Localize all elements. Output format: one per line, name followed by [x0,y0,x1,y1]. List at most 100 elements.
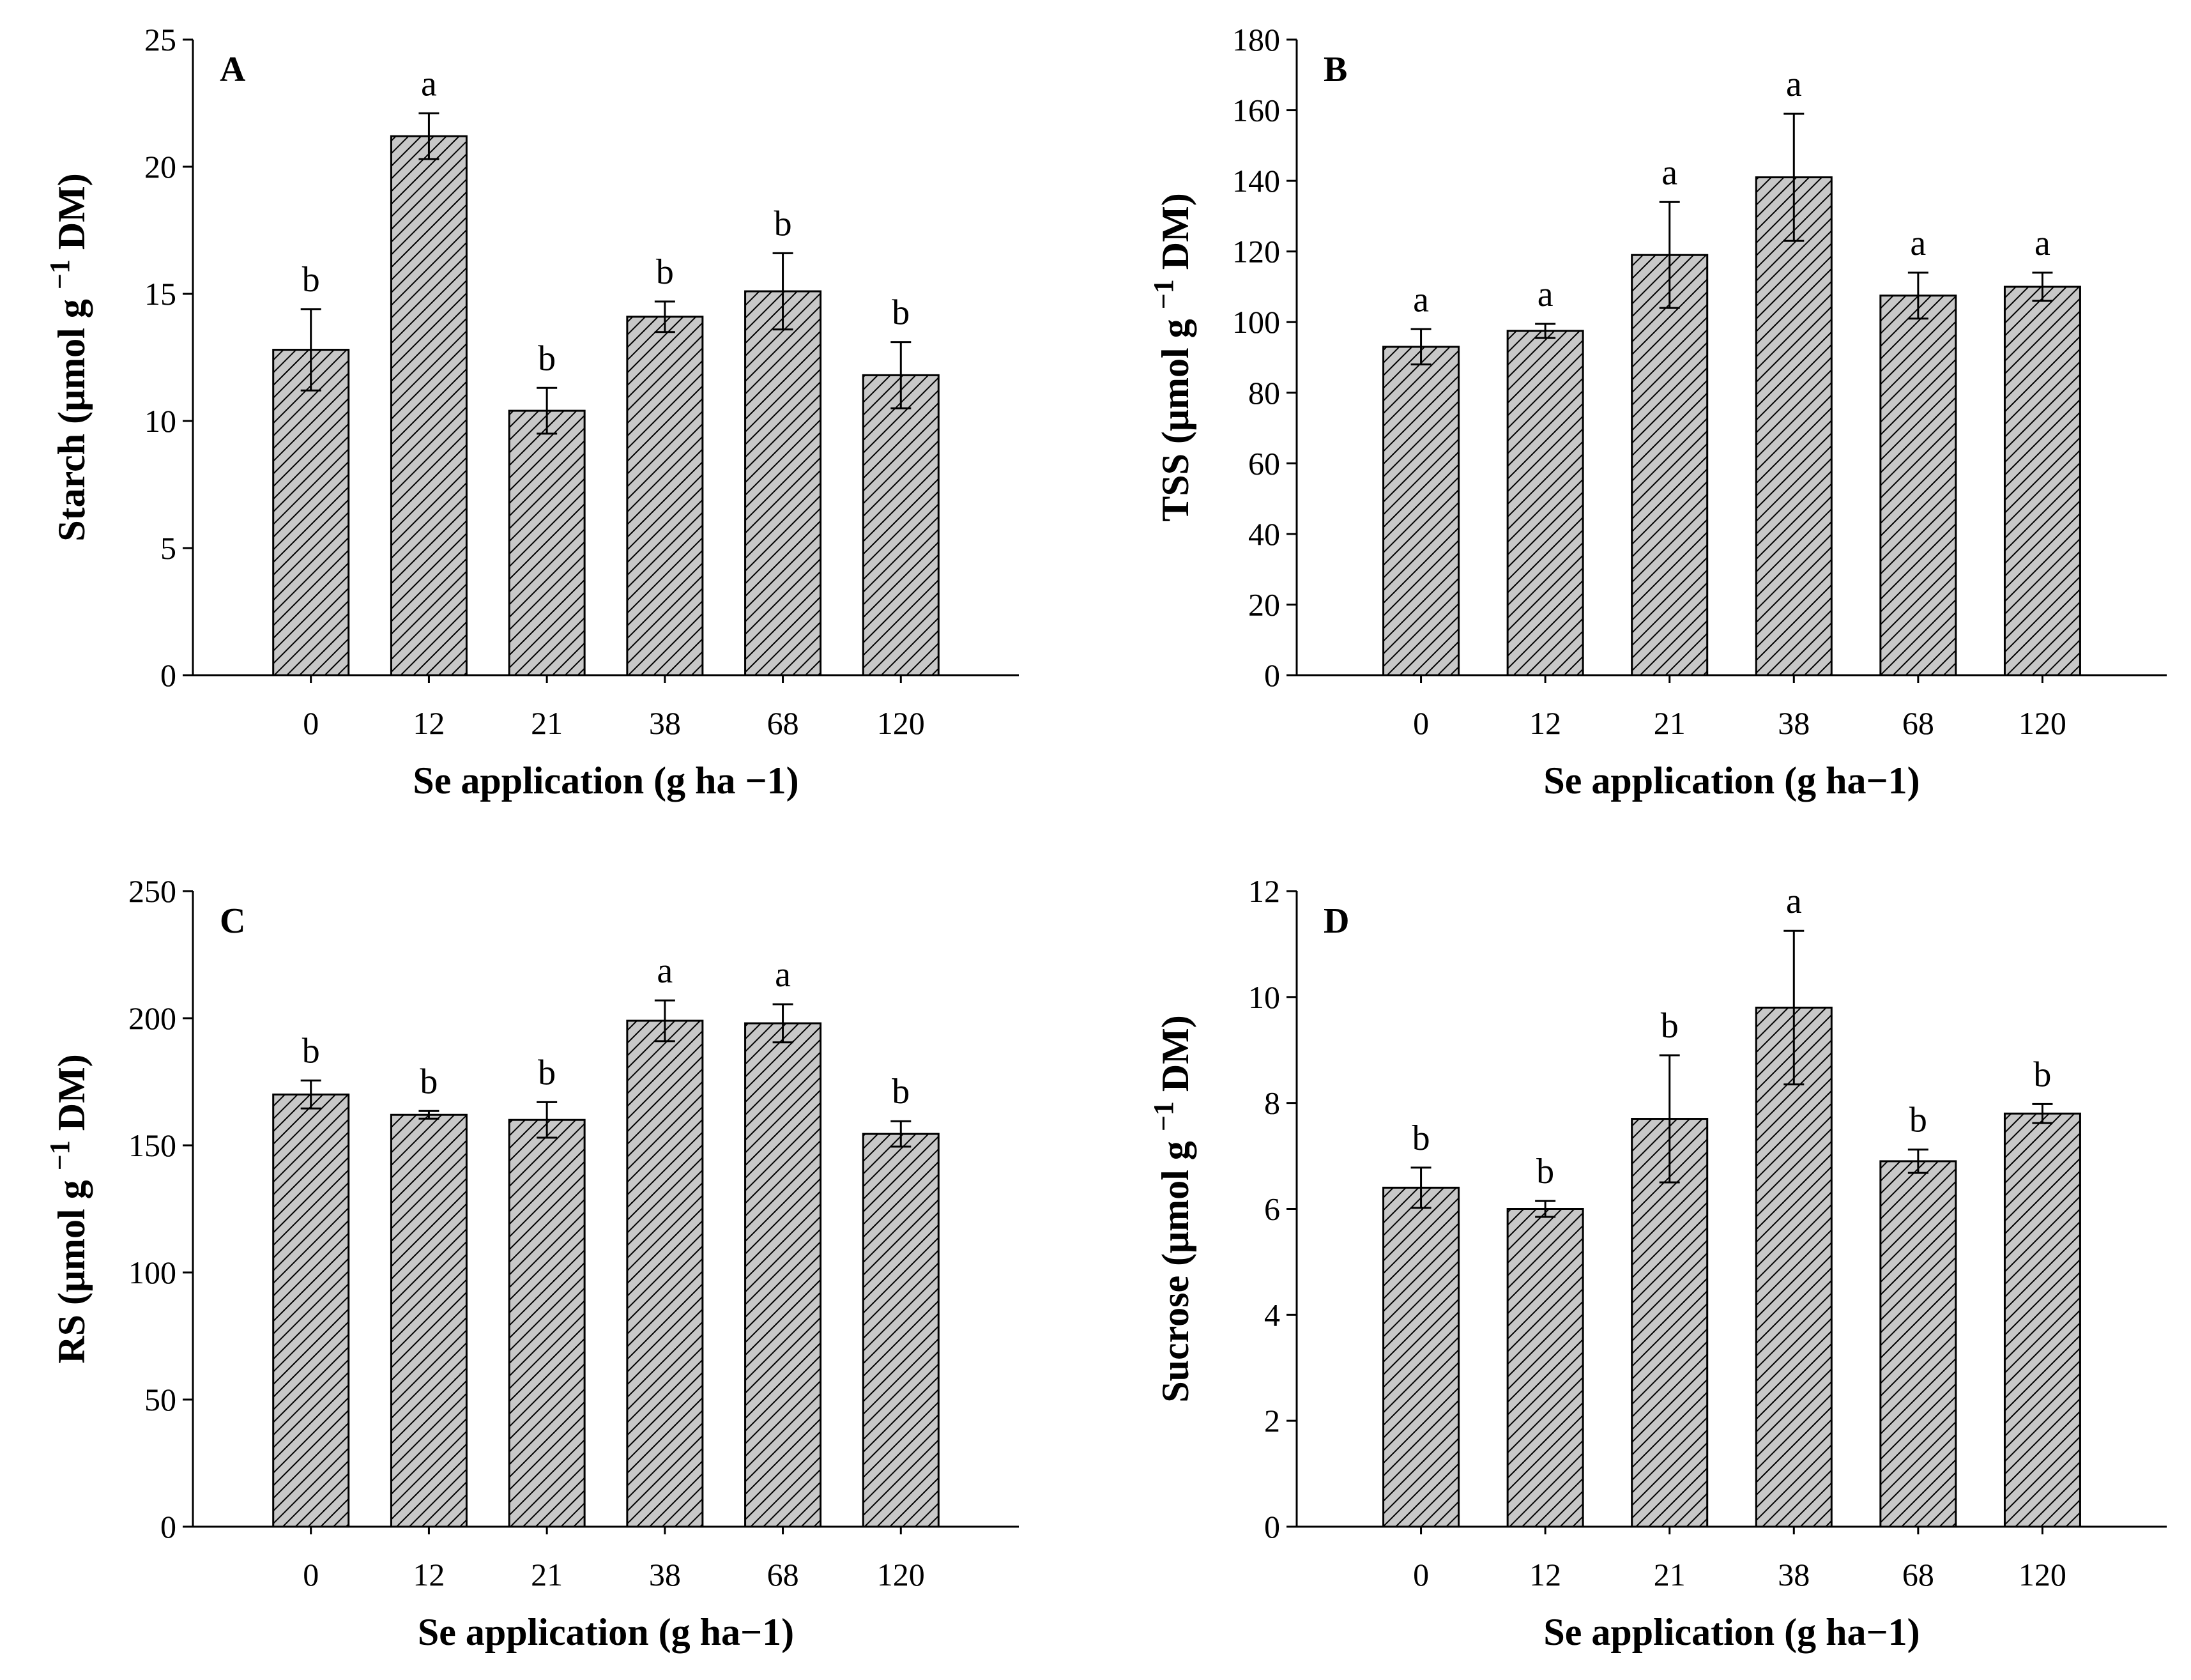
bar [862,374,940,676]
panel-letter: A [220,50,246,89]
bar [2003,286,2081,676]
bar [1382,346,1460,676]
x-tick-label: 120 [2019,1557,2066,1592]
bar [1755,1006,1833,1528]
y-tick-label: 140 [1232,163,1280,199]
y-tick-label: 60 [1248,445,1280,481]
y-tick-label: 180 [1232,22,1280,57]
significance-letter: a [1786,882,1802,921]
x-tick-label: 38 [1778,1557,1810,1592]
y-tick-label: 150 [128,1127,176,1163]
y-axis-title-superscript: −1 [1148,1101,1179,1131]
y-tick-label: 160 [1232,93,1280,128]
bar [626,316,704,676]
x-axis-title: Se application (g ha−1) [418,1611,794,1653]
bar [508,1119,586,1528]
y-axis-title: RS (μmol g −1 DM) [44,1054,93,1363]
panel-letter: D [1324,901,1349,941]
significance-letter: b [1412,1119,1430,1158]
x-tick-label: 21 [531,705,563,741]
x-axis-title: Se application (g ha −1) [413,760,798,802]
y-tick-label: 8 [1264,1085,1280,1121]
y-tick-label: 5 [160,530,176,566]
significance-letter: a [1910,224,1926,263]
x-tick-label: 38 [649,705,681,741]
x-axis-title: Se application (g ha−1) [1543,760,1920,802]
y-tick-label: 2 [1264,1403,1280,1439]
x-tick-label: 12 [1529,705,1561,741]
y-axis-title: Starch (μmol g −1 DM) [44,173,93,542]
x-axis-title: Se application (g ha−1) [1543,1611,1920,1653]
y-tick-label: 10 [1248,979,1280,1015]
x-tick-label: 21 [531,1557,563,1592]
significance-letter: a [775,955,791,995]
significance-letter: a [421,64,437,103]
x-tick-label: 0 [1413,1557,1429,1592]
x-tick-label: 12 [413,1557,445,1592]
x-tick-label: 120 [877,705,925,741]
significance-letter: b [1661,1006,1679,1046]
y-tick-label: 25 [144,22,176,57]
y-axis-title-end: DM) [50,1054,93,1140]
y-axis-title: TSS (μmol g −1 DM) [1148,193,1196,521]
y-axis-title-main: Starch (μmol g [50,289,93,542]
bar [1879,294,1957,676]
y-tick-label: 0 [1264,1509,1280,1545]
significance-letter: a [657,951,673,991]
significance-letter: b [302,260,320,300]
bar [272,1093,350,1528]
y-tick-label: 100 [128,1255,176,1290]
x-tick-label: 0 [303,705,319,741]
bar [390,135,468,676]
y-axis-title-superscript: −1 [44,1140,75,1170]
significance-letter: a [2034,224,2050,263]
bar [862,1133,940,1528]
y-tick-label: 80 [1248,375,1280,411]
y-tick-label: 6 [1264,1191,1280,1227]
significance-letter: a [1413,280,1429,319]
y-tick-label: 50 [144,1382,176,1417]
bar [1506,1208,1584,1528]
bar [1631,254,1709,676]
bar [508,409,586,676]
x-tick-label: 0 [303,1557,319,1592]
significance-letter: b [538,1053,556,1092]
y-axis-title-main: TSS (μmol g [1154,309,1196,521]
y-tick-label: 20 [1248,586,1280,622]
y-tick-label: 40 [1248,516,1280,552]
significance-letter: b [302,1032,320,1071]
significance-letter: a [1661,153,1677,192]
x-tick-label: 68 [767,705,799,741]
bar [1382,1186,1460,1528]
y-axis-title-main: Sucrose (μmol g [1154,1131,1196,1403]
y-axis-title: Sucrose (μmol g −1 DM) [1148,1015,1196,1403]
chart-panel-a: 0 5 10 15 20 25 b 0 a 12 b 21 b 38 b 68 b 120 A Se applicat… [44,22,1019,802]
bar [272,349,350,676]
x-tick-label: 68 [1902,1557,1934,1592]
significance-letter: b [1909,1101,1927,1140]
chart-panel-c: 0 50 100 150 200 250 b 0 b 12 b 21 a 38 a 68 b 120 C Se app… [44,873,1019,1653]
y-tick-label: 0 [160,657,176,693]
x-tick-label: 68 [767,1557,799,1592]
y-tick-label: 20 [144,149,176,185]
significance-letter: a [1538,275,1554,314]
bar [2003,1112,2081,1528]
y-axis-title-end: DM) [1154,193,1196,279]
y-tick-label: 250 [128,873,176,909]
y-axis-title-end: DM) [50,173,93,259]
x-tick-label: 21 [1654,1557,1686,1592]
x-tick-label: 12 [1529,1557,1561,1592]
bar [1755,176,1833,676]
y-tick-label: 0 [160,1509,176,1545]
significance-letter: a [1786,65,1802,104]
panel-letter: B [1324,50,1347,89]
y-axis-title-end: DM) [1154,1015,1196,1101]
bar [626,1019,704,1528]
bar [390,1113,468,1528]
y-tick-label: 15 [144,276,176,312]
significance-letter: b [2033,1055,2051,1094]
x-tick-label: 0 [1413,705,1429,741]
y-tick-label: 0 [1264,657,1280,693]
